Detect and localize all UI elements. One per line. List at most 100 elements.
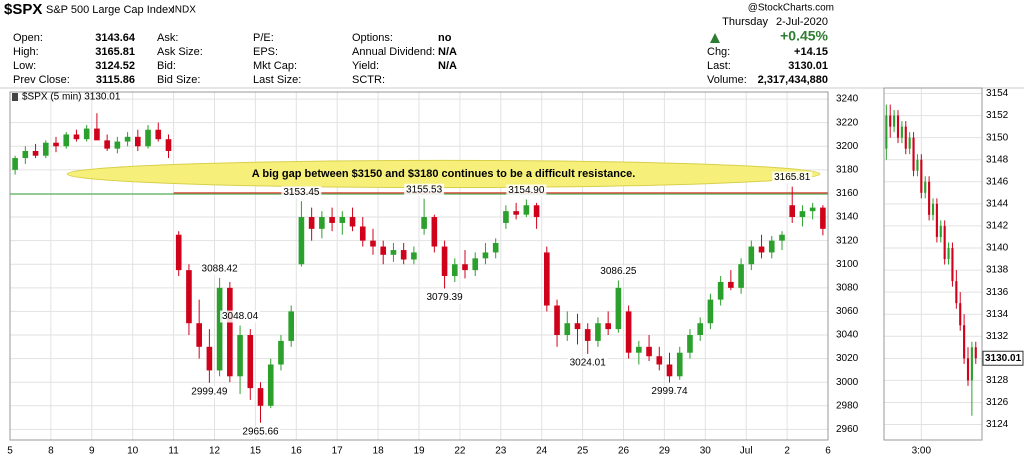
candle-body [22,150,29,159]
y-tick-label: 3136 [986,287,1009,298]
x-tick-label: 16 [291,446,303,457]
price-label: 2999.49 [191,386,228,397]
y-tick-label: 3154 [986,88,1009,99]
x-tick-label: 18 [373,446,385,457]
field-label: Options: [352,32,393,44]
candle-body [135,136,141,147]
field-value: 3124.52 [95,60,135,72]
candle-body [390,250,397,255]
price-label-bg [567,356,608,369]
price-label-bg [199,262,240,275]
price-label-bg [424,291,465,304]
candle-body [935,203,938,237]
x-tick-label: 29 [659,446,671,457]
candle-body [32,150,39,156]
y-tick-label: 2960 [836,424,859,435]
candle-body [564,323,571,336]
candle-body [12,158,18,170]
candle-body [799,211,806,218]
candle-body [748,246,755,265]
price-label: 3154.90 [508,185,545,196]
candle-body [916,159,919,171]
last-price-label: 3130.01 [985,353,1022,364]
plot-frame [883,87,983,441]
price-label-bg [240,425,281,438]
stat-label: Chg: [707,46,730,58]
price-label-bg [598,265,639,278]
candle-body [963,325,966,359]
y-tick-label: 3124 [986,419,1009,430]
x-tick-label: 24 [536,446,548,457]
price-label: 2999.74 [651,386,688,397]
price-label-bg [189,385,230,398]
candle-body [216,287,223,371]
x-tick-label: 22 [454,446,466,457]
candle-body [900,126,903,138]
candle-body [124,136,131,142]
candle-body [966,358,970,381]
candle-body [237,335,243,377]
candle-body [676,352,683,377]
y-tick-label: 3020 [836,353,859,364]
x-tick-label: 8 [48,446,54,457]
candle-body [462,264,468,271]
candle-body [503,211,509,223]
candle-body [400,250,407,260]
candle-body [758,246,765,253]
field-label: Annual Dividend: [352,46,435,58]
candle-body [73,134,80,140]
y-tick-label: 3140 [836,212,859,223]
y-tick-label: 3140 [986,243,1009,254]
price-label-bg [649,385,690,398]
candle-body [492,242,499,253]
candle-body [421,217,427,229]
candle-body [889,115,892,127]
candle-body [768,240,775,253]
candle-body [605,323,611,330]
candle-body [554,305,560,336]
candle-body [924,181,927,193]
candle-body [94,128,100,141]
candle-body [339,217,346,223]
candle-body [308,217,315,229]
candle-body [104,140,110,149]
price-label: 3155.53 [406,184,443,195]
field-label: Prev Close: [13,74,70,86]
field-label: SCTR: [352,74,385,86]
candle-body [165,139,172,151]
x-tick-label: 12 [209,446,221,457]
candle-body [939,225,942,237]
field-value: N/A [438,60,457,72]
index-name: S&P 500 Large Cap Index [46,4,174,16]
y-tick-label: 3148 [986,154,1009,165]
y-tick-label: 3220 [836,117,859,128]
y-tick-label: 3146 [986,176,1009,187]
field-label: Mkt Cap: [253,60,297,72]
candle-body [513,211,519,215]
candle-body [955,281,958,304]
candle-body [738,264,744,288]
plot-frame [9,91,829,441]
candle-body [227,287,233,377]
x-tick-label: 17 [332,446,344,457]
price-label-bg [281,186,322,199]
price-label-bg [772,171,813,184]
y-tick-label: 3000 [836,377,859,388]
candle-body [63,134,70,147]
y-tick-label: 3138 [986,265,1009,276]
candle-body [615,287,622,330]
candle-body [349,217,356,227]
stat-label: Volume: [707,74,747,86]
candle-body [584,329,591,341]
x-tick-label: 15 [250,446,262,457]
stat-value: 2,317,434,880 [758,74,828,86]
candle-body [789,205,796,218]
x-tick-label: 25 [577,446,589,457]
stat-value: 3130.01 [788,60,828,72]
candle-body [947,248,950,260]
field-label: P/E: [253,32,274,44]
field-label: Bid: [157,60,176,72]
candle-body [885,115,888,149]
candle-body [809,207,816,212]
